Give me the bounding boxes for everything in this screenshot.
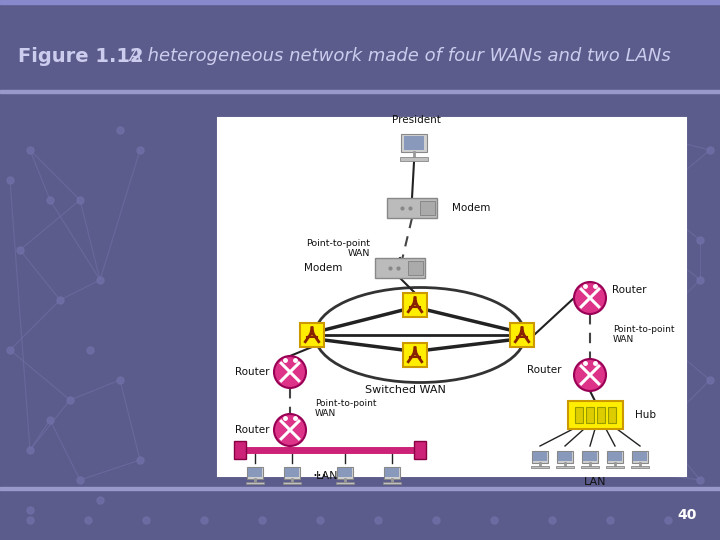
- Bar: [246, 467, 264, 478]
- Text: Hub: Hub: [635, 410, 656, 420]
- Bar: [384, 467, 400, 478]
- Text: Point-to-point: Point-to-point: [306, 239, 370, 247]
- Bar: [582, 451, 598, 463]
- Text: LAN: LAN: [316, 471, 338, 481]
- Bar: [246, 482, 264, 484]
- Bar: [608, 452, 622, 461]
- Bar: [596, 407, 605, 423]
- Bar: [375, 258, 425, 278]
- Bar: [531, 451, 549, 463]
- Bar: [403, 343, 427, 367]
- Text: Router: Router: [528, 365, 562, 375]
- Bar: [631, 451, 649, 463]
- Bar: [404, 136, 424, 150]
- Text: Modem: Modem: [452, 203, 490, 213]
- Bar: [606, 466, 624, 468]
- Text: A heterogeneous network made of four WANs and two LANs: A heterogeneous network made of four WAN…: [118, 47, 671, 65]
- Circle shape: [274, 356, 306, 388]
- Text: Router: Router: [235, 367, 270, 377]
- Bar: [631, 466, 649, 468]
- Bar: [534, 452, 546, 461]
- Circle shape: [274, 414, 306, 446]
- Bar: [401, 134, 427, 152]
- Circle shape: [574, 359, 606, 391]
- Bar: [414, 441, 426, 459]
- Bar: [420, 201, 434, 215]
- Text: Router: Router: [235, 425, 270, 435]
- Bar: [403, 293, 427, 317]
- Bar: [0, 90, 720, 93]
- Text: Point-to-point: Point-to-point: [315, 399, 377, 408]
- Bar: [557, 451, 573, 463]
- Bar: [567, 401, 623, 429]
- Bar: [383, 482, 401, 484]
- Text: Figure 1.12: Figure 1.12: [18, 46, 143, 65]
- Bar: [336, 467, 354, 478]
- Bar: [0, 487, 720, 490]
- Bar: [336, 482, 354, 484]
- Bar: [234, 441, 246, 459]
- Text: LAN: LAN: [584, 477, 606, 487]
- Text: WAN: WAN: [613, 335, 634, 345]
- Bar: [284, 467, 300, 478]
- Bar: [531, 466, 549, 468]
- Bar: [385, 468, 399, 477]
- Bar: [606, 451, 624, 463]
- Bar: [408, 261, 423, 275]
- Text: Switched WAN: Switched WAN: [364, 385, 446, 395]
- Bar: [283, 482, 301, 484]
- Circle shape: [574, 282, 606, 314]
- Bar: [400, 157, 428, 160]
- Bar: [608, 407, 616, 423]
- Bar: [218, 118, 686, 476]
- Bar: [558, 452, 572, 461]
- Text: Point-to-point: Point-to-point: [613, 326, 675, 334]
- Bar: [556, 466, 574, 468]
- Bar: [581, 466, 599, 468]
- Bar: [338, 468, 352, 477]
- Bar: [510, 323, 534, 347]
- Bar: [634, 452, 647, 461]
- Bar: [300, 323, 324, 347]
- Text: Modem: Modem: [304, 263, 342, 273]
- Bar: [0, 0, 720, 4]
- Bar: [387, 198, 437, 218]
- Bar: [583, 452, 597, 461]
- Text: Router: Router: [612, 285, 647, 295]
- Bar: [248, 468, 262, 477]
- Bar: [575, 407, 582, 423]
- Text: WAN: WAN: [348, 248, 370, 258]
- Text: ...: ...: [312, 464, 328, 480]
- Text: WAN: WAN: [315, 408, 336, 417]
- Text: President: President: [392, 115, 441, 125]
- Text: 40: 40: [678, 508, 697, 522]
- Bar: [285, 468, 299, 477]
- Bar: [585, 407, 593, 423]
